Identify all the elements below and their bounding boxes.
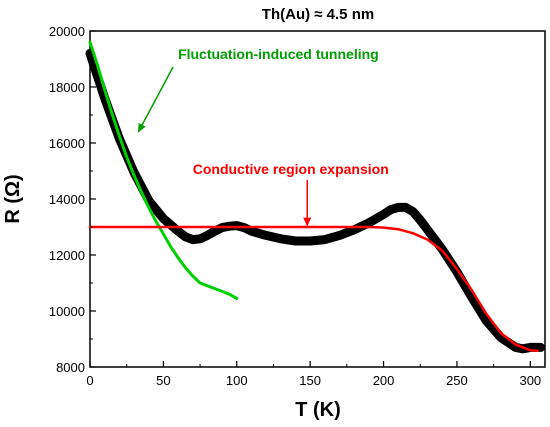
x-tick-label: 0 xyxy=(86,373,93,388)
x-tick-label: 250 xyxy=(446,373,468,388)
y-tick-label: 8000 xyxy=(56,360,85,375)
tick-layer: 0 50 100 150 200 250 300 8000 10000 12000 14000 160… xyxy=(49,24,541,388)
y-tick-label: 12000 xyxy=(49,248,85,263)
y-tick-label: 18000 xyxy=(49,80,85,95)
annotation-layer: Fluctuation-induced tunneling Conductive … xyxy=(137,46,389,227)
x-tick-label: 100 xyxy=(226,373,248,388)
y-tick-label: 10000 xyxy=(49,304,85,319)
y-axis-title: R (Ω) xyxy=(2,174,24,223)
y-tick-label: 14000 xyxy=(49,192,85,207)
series-measured xyxy=(85,48,546,354)
annotation-fluctuation-induced-tunneling: Fluctuation-induced tunneling xyxy=(178,46,379,62)
annotation-arrow xyxy=(137,66,174,133)
series-conductive-region-expansion xyxy=(88,225,539,353)
x-tick-label: 150 xyxy=(299,373,321,388)
plot-frame xyxy=(89,30,546,368)
y-tick-label: 16000 xyxy=(49,136,85,151)
y-tick-label: 20000 xyxy=(49,24,85,39)
series-layer xyxy=(85,40,546,354)
x-tick-label: 50 xyxy=(156,373,170,388)
x-tick-label: 300 xyxy=(519,373,541,388)
x-axis-title: T (K) xyxy=(295,399,341,421)
x-tick-label: 200 xyxy=(373,373,395,388)
chart-title: Th(Au) ≈ 4.5 nm xyxy=(262,6,374,23)
annotation-conductive-region-expansion: Conductive region expansion xyxy=(193,161,389,177)
series-fluctuation-induced-tunneling xyxy=(88,40,239,300)
